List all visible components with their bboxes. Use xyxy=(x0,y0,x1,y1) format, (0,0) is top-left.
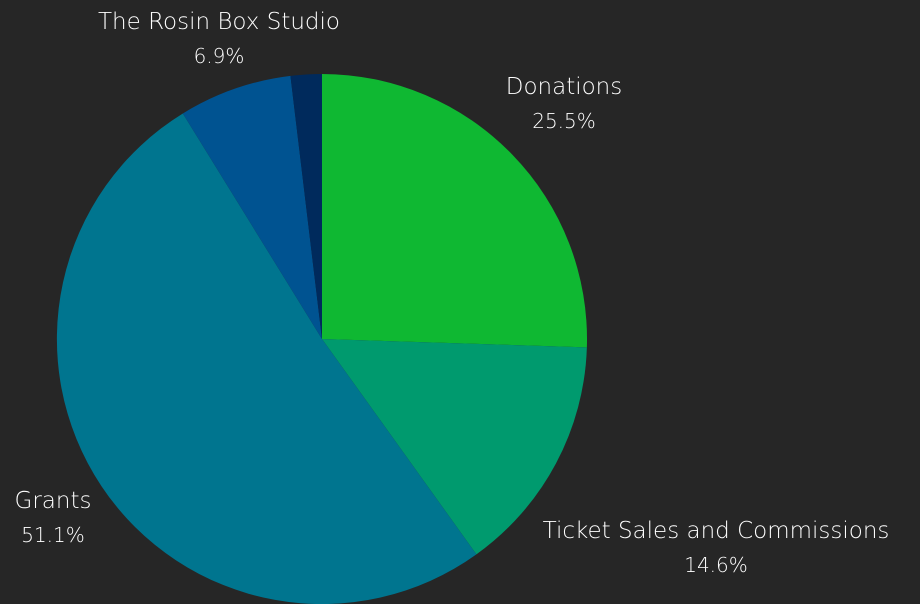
pie-slice-the-rosin-box-studio xyxy=(182,75,322,339)
label-donations-name: Donations xyxy=(505,74,623,100)
label-rosin-box-studio-pct: 6.9% xyxy=(193,43,245,68)
pie-slice-ticket-sales-and-commissions xyxy=(322,339,587,555)
label-donations-pct: 25.5% xyxy=(532,108,596,133)
label-donations: Donations 25.5% xyxy=(506,70,623,137)
label-ticket-sales-name: Ticket Sales and Commissions xyxy=(542,518,890,544)
pie-slice-grants xyxy=(56,113,477,604)
label-ticket-sales: Ticket Sales and Commissions 14.6% xyxy=(543,514,890,581)
label-ticket-sales-pct: 14.6% xyxy=(684,552,748,577)
label-rosin-box-studio-name: The Rosin Box Studio xyxy=(98,9,340,35)
label-rosin-box-studio: The Rosin Box Studio 6.9% xyxy=(98,5,340,72)
pie-slice-other xyxy=(290,74,322,339)
label-grants: Grants 51.1% xyxy=(15,484,92,551)
label-grants-name: Grants xyxy=(14,488,92,514)
pie-slice-donations xyxy=(322,74,588,348)
label-grants-pct: 51.1% xyxy=(21,522,85,547)
